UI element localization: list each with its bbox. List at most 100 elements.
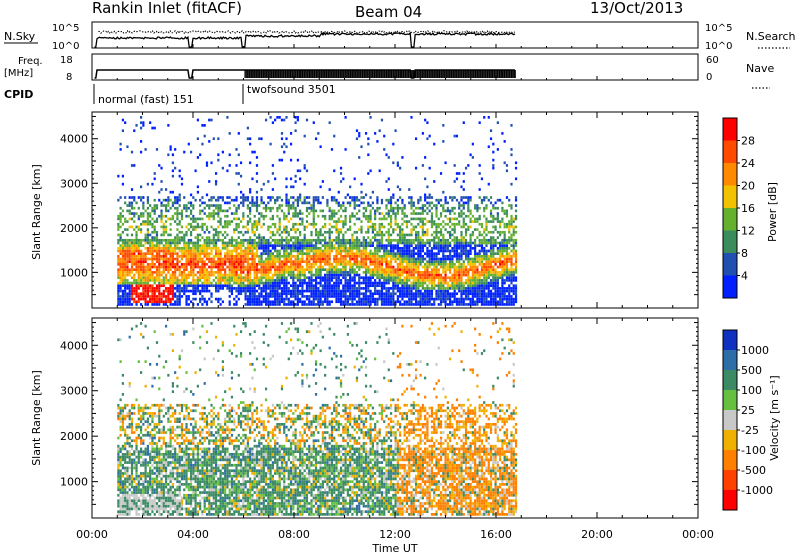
- power-cell: [419, 276, 422, 280]
- power-cell: [433, 244, 436, 247]
- power-cell: [419, 220, 422, 223]
- power-cell: [174, 303, 177, 306]
- power-cell: [308, 265, 311, 269]
- power-cell: [149, 271, 152, 274]
- power-cell: [321, 287, 324, 290]
- power-cell: [194, 292, 197, 296]
- power-cell: [294, 289, 297, 293]
- power-cell: [214, 238, 218, 242]
- power-cell: [171, 169, 174, 173]
- power-cell: [155, 297, 159, 301]
- nsearch-tick-low: 10^0: [705, 41, 732, 52]
- power-cell: [276, 244, 279, 247]
- power-cell: [230, 289, 234, 293]
- power-cell: [335, 300, 338, 304]
- power-cell: [167, 279, 170, 282]
- power-cell: [374, 238, 377, 242]
- power-cell: [419, 241, 422, 245]
- power-cell: [126, 281, 129, 285]
- power-cell: [283, 273, 286, 277]
- power-cell: [255, 190, 259, 194]
- power-cell: [280, 230, 284, 234]
- power-cell: [364, 273, 368, 277]
- power-cell: [333, 246, 336, 250]
- power-cell: [242, 198, 245, 202]
- power-cell: [362, 238, 365, 242]
- power-cell: [449, 297, 452, 301]
- power-cell: [274, 118, 277, 122]
- power-cell: [280, 158, 284, 162]
- power-cell: [185, 230, 188, 234]
- power-cell: [410, 198, 413, 202]
- power-cell: [226, 281, 229, 285]
- power-cell: [444, 273, 447, 277]
- power-cell: [380, 287, 384, 290]
- power-cell: [385, 252, 388, 255]
- nave-tick-low: 0: [706, 72, 712, 83]
- power-cell: [174, 238, 177, 242]
- power-cell: [153, 265, 156, 269]
- power-cell: [235, 246, 238, 250]
- power-cell: [421, 260, 424, 264]
- power-cell: [130, 150, 134, 154]
- power-cell: [271, 281, 274, 285]
- power-cell: [417, 260, 420, 264]
- power-cell: [417, 230, 420, 234]
- power-cell: [224, 268, 227, 272]
- power-cell: [387, 297, 390, 301]
- power-cell: [458, 206, 461, 210]
- power-cell: [380, 292, 384, 296]
- power-cell: [392, 254, 395, 258]
- power-cell: [255, 246, 259, 250]
- power-cell: [133, 257, 136, 261]
- power-cell: [205, 214, 209, 218]
- power-cell: [333, 225, 336, 229]
- power-cell: [417, 244, 420, 247]
- power-cell: [358, 252, 361, 255]
- power-cell: [444, 260, 447, 264]
- power-cell: [417, 246, 420, 250]
- power-cell: [130, 297, 134, 301]
- power-cell: [171, 303, 174, 306]
- power-cell: [178, 295, 181, 298]
- power-cell: [358, 254, 361, 258]
- power-cell: [460, 284, 463, 288]
- power-cell: [128, 281, 131, 285]
- power-cell: [394, 284, 397, 288]
- power-cell: [144, 279, 147, 282]
- power-cell: [328, 273, 331, 277]
- power-cell: [262, 252, 265, 255]
- power-cell: [412, 276, 415, 280]
- power-cell: [335, 287, 338, 290]
- power-cell: [451, 287, 454, 290]
- power-cell: [314, 292, 318, 296]
- power-cell: [217, 273, 220, 277]
- power-cell: [330, 263, 334, 266]
- power-cell: [394, 260, 397, 264]
- power-cell: [383, 297, 386, 301]
- power-cell: [460, 230, 463, 234]
- power-cell: [344, 252, 347, 255]
- power-cell: [203, 254, 206, 258]
- power-cell: [383, 281, 386, 285]
- power-cell: [364, 214, 368, 218]
- power-cell: [249, 257, 252, 261]
- power-cell: [417, 268, 420, 272]
- power-cell: [414, 295, 418, 298]
- power-cell: [267, 284, 270, 288]
- power-cell: [258, 204, 261, 207]
- power-cell: [194, 257, 197, 261]
- power-cell: [187, 201, 190, 205]
- power-cell: [296, 222, 299, 226]
- power-cell: [317, 276, 320, 280]
- power-cell: [285, 116, 288, 119]
- power-cell: [219, 303, 222, 306]
- power-cell: [239, 161, 243, 165]
- power-cell: [310, 273, 313, 277]
- power-cell: [346, 287, 349, 290]
- power-cell: [192, 206, 195, 210]
- power-cell: [253, 241, 256, 245]
- power-cell: [278, 116, 281, 119]
- power-cell: [446, 254, 449, 258]
- power-cell: [442, 284, 445, 288]
